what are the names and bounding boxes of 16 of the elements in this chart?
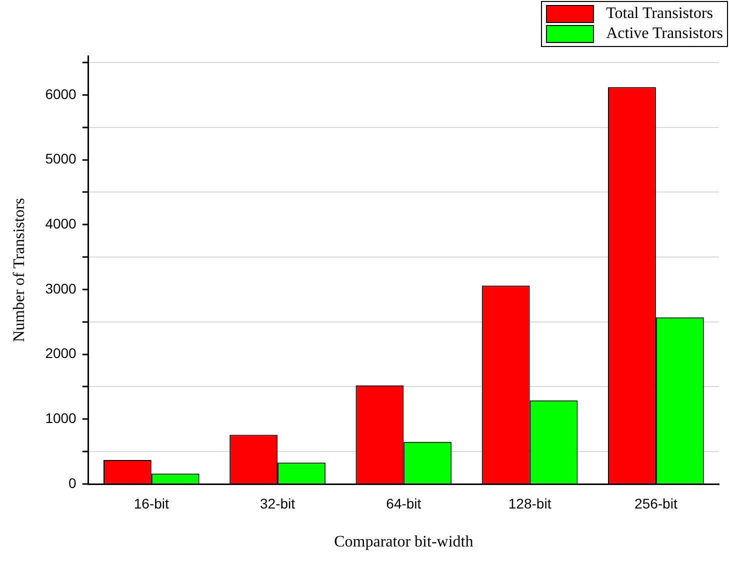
x-tick-label: 32-bit	[260, 495, 296, 512]
y-tick-label: 6000	[45, 86, 77, 102]
y-tick-label: 5000	[45, 150, 77, 167]
x-tick-label: 128-bit	[508, 495, 552, 512]
legend-label: Active Transistors	[606, 25, 723, 43]
x-axis-title: Comparator bit-width	[334, 534, 474, 551]
y-tick-label: 0	[68, 474, 77, 491]
y-tick-label: 1000	[45, 410, 77, 426]
x-tick-label: 256-bit	[634, 495, 678, 512]
x-tick-label: 16-bit	[134, 495, 170, 512]
y-tick-label: 4000	[45, 215, 77, 232]
y-tick-label: 3000	[45, 280, 77, 296]
x-tick-label: 64-bit	[386, 495, 422, 512]
y-axis-title: Number of Transistors	[10, 198, 28, 342]
legend-label: Total Transistors	[606, 5, 713, 23]
y-tick-label: 2000	[45, 345, 77, 362]
